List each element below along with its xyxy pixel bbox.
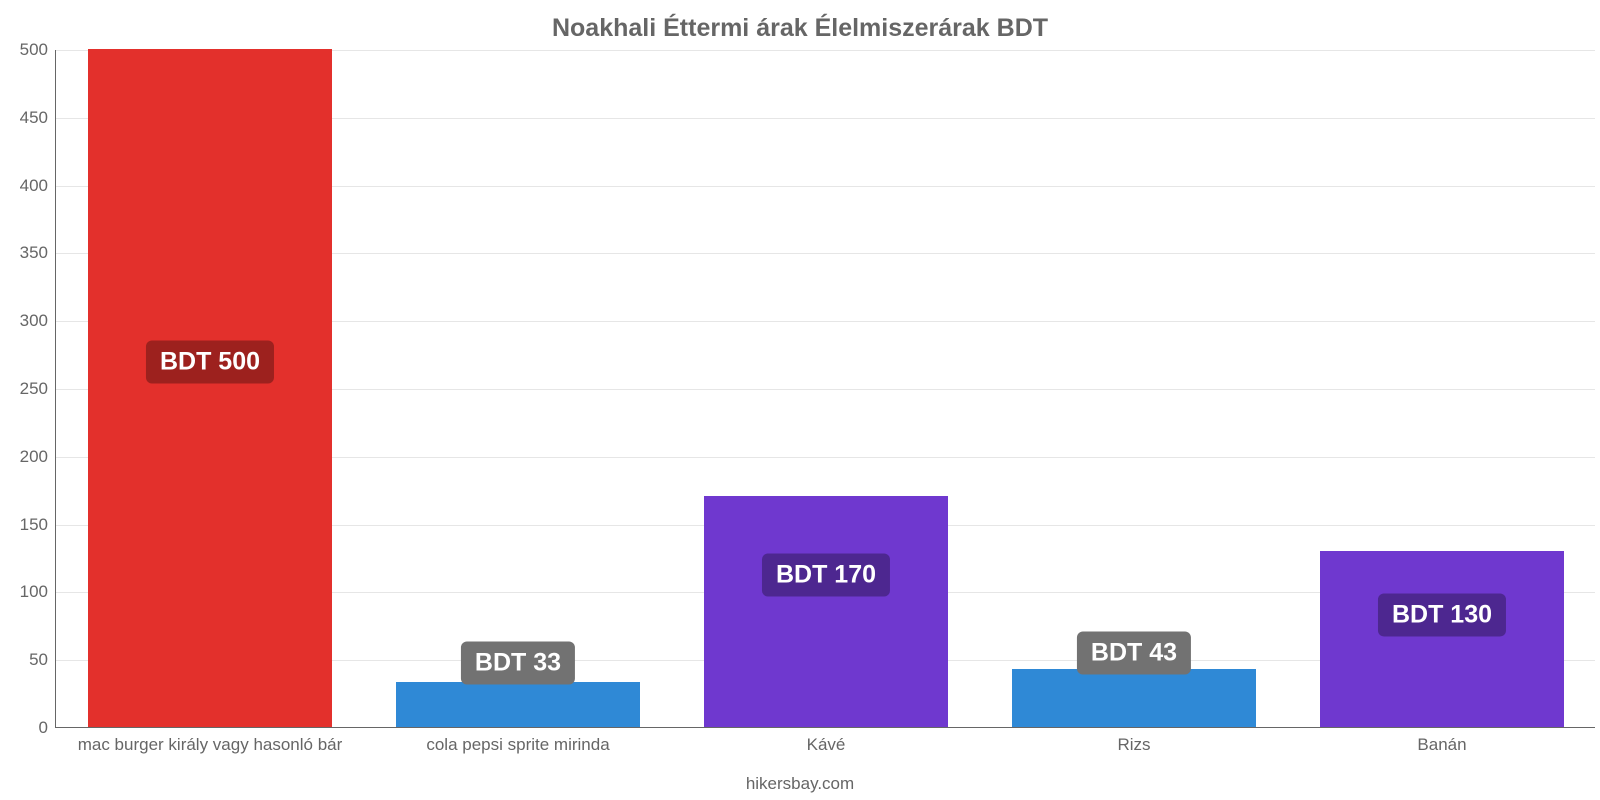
bar-value-badge: BDT 170 xyxy=(762,553,890,596)
category-label: cola pepsi sprite mirinda xyxy=(426,727,609,755)
y-tick-label: 150 xyxy=(6,515,56,535)
y-tick-label: 100 xyxy=(6,582,56,602)
bar-value-badge: BDT 500 xyxy=(146,340,274,383)
bar xyxy=(88,49,332,727)
chart-attribution: hikersbay.com xyxy=(0,774,1600,794)
y-tick-label: 450 xyxy=(6,108,56,128)
price-bar-chart: Noakhali Éttermi árak Élelmiszerárak BDT… xyxy=(0,0,1600,800)
y-tick-label: 350 xyxy=(6,243,56,263)
bar xyxy=(1320,551,1564,727)
y-tick-label: 0 xyxy=(6,718,56,738)
category-label: Banán xyxy=(1417,727,1466,755)
bar-value-badge: BDT 43 xyxy=(1077,632,1191,675)
y-tick-label: 500 xyxy=(6,40,56,60)
category-label: mac burger király vagy hasonló bár xyxy=(78,727,343,755)
y-tick-label: 300 xyxy=(6,311,56,331)
bar-value-badge: BDT 130 xyxy=(1378,594,1506,637)
plot-area: 050100150200250300350400450500BDT 500mac… xyxy=(55,50,1595,728)
bar xyxy=(396,682,640,727)
bar xyxy=(704,496,948,727)
y-tick-label: 50 xyxy=(6,650,56,670)
chart-title: Noakhali Éttermi árak Élelmiszerárak BDT xyxy=(0,14,1600,43)
category-label: Kávé xyxy=(807,727,846,755)
y-tick-label: 250 xyxy=(6,379,56,399)
y-tick-label: 400 xyxy=(6,176,56,196)
category-label: Rizs xyxy=(1117,727,1150,755)
bar xyxy=(1012,669,1256,727)
bar-value-badge: BDT 33 xyxy=(461,641,575,684)
y-tick-label: 200 xyxy=(6,447,56,467)
